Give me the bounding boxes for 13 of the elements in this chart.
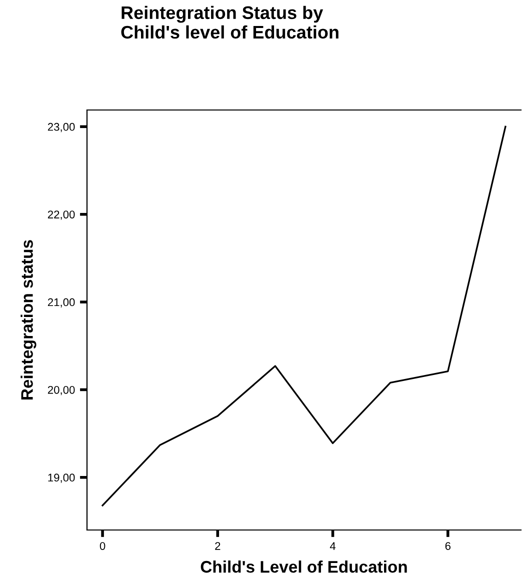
x-tick-label: 2 xyxy=(215,542,220,550)
x-axis-title: Child's Level of Education xyxy=(200,560,407,573)
line-series xyxy=(102,126,506,506)
y-tick-label: 22,00 xyxy=(48,210,75,220)
y-tick-label: 19,00 xyxy=(48,474,75,483)
chart-title: Reintegration Status by Child's level of Education xyxy=(121,6,338,39)
x-tick-label: 0 xyxy=(100,542,106,550)
y-axis-title: Reintegration status xyxy=(20,240,36,400)
x-tick-label: 6 xyxy=(445,542,450,550)
y-tick-label: 23,00 xyxy=(48,122,75,132)
y-tick-label: 20,00 xyxy=(48,386,75,396)
y-tick-label: 21,00 xyxy=(48,298,75,308)
x-tick-label: 4 xyxy=(330,542,336,550)
